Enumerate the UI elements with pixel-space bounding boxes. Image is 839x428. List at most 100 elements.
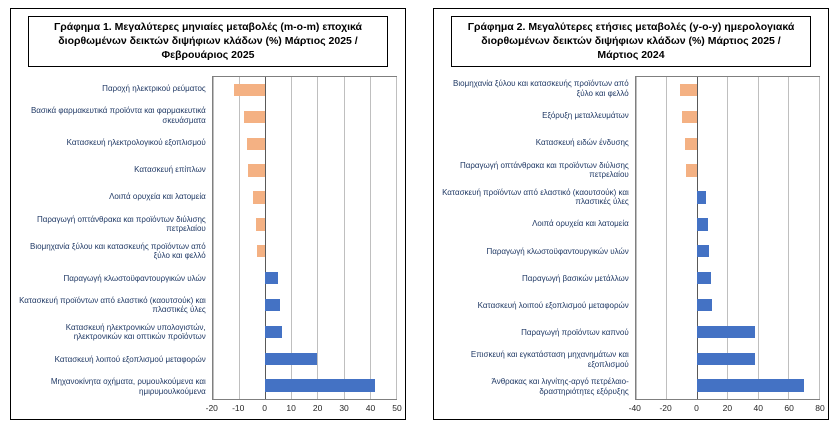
bar-row	[636, 157, 819, 184]
bar-row	[636, 372, 819, 399]
category-label: Κατασκευή λοιπού εξοπλισμού μεταφορών	[54, 354, 206, 364]
category-label: Λοιπά ορυχεία και λατομεία	[109, 192, 206, 202]
x-tick-label: -40	[628, 403, 641, 413]
gridline	[291, 76, 293, 399]
bar	[681, 110, 697, 123]
x-tick-label: 40	[753, 403, 763, 413]
chart-2-plot-column: -40 -20 0 20 40 60 80	[629, 75, 825, 415]
bar-row	[213, 372, 396, 399]
bar	[696, 271, 711, 285]
category-label: Επισκευή και εγκατάσταση μηχανημάτων και…	[470, 349, 629, 369]
category-label: Παραγωγή βασικών μετάλλων	[521, 273, 629, 283]
bar-row	[213, 211, 396, 238]
bar	[253, 191, 266, 204]
bar	[248, 164, 266, 177]
bar-row	[213, 292, 396, 319]
x-tick-label: -10	[232, 403, 245, 413]
bar-row	[213, 130, 396, 157]
chart-1-title: Γράφημα 1. Μεγαλύτερες μηνιαίες μεταβολέ…	[28, 16, 388, 67]
category-label: Κατασκευή επίπλων	[134, 165, 206, 175]
chart-2-title: Γράφημα 2. Μεγαλύτερες ετήσιες μεταβολές…	[451, 16, 811, 67]
category-label: Βιομηχανία ξύλου και κατασκευής προϊόντω…	[30, 241, 206, 261]
bar-row	[213, 157, 396, 184]
bar-row	[213, 318, 396, 345]
bar	[246, 137, 266, 150]
category-label: Κατασκευή ειδών ένδυσης	[535, 138, 629, 148]
bar-row	[636, 130, 819, 157]
gridline	[317, 76, 319, 399]
bar	[696, 191, 706, 204]
bar	[265, 379, 376, 392]
bar-row	[213, 265, 396, 292]
category-label: Βιομηχανία ξύλου και κατασκευής προϊόντω…	[453, 79, 629, 99]
gridline	[635, 76, 637, 399]
bar-row	[636, 77, 819, 104]
bar-row	[636, 103, 819, 130]
bar	[233, 83, 266, 97]
category-label: Παροχή ηλεκτρικού ρεύματος	[102, 84, 206, 94]
chart-1-plot-column: -20 -10 0 10 20 30 40 50	[206, 75, 402, 415]
bar-row	[213, 184, 396, 211]
bar-row	[636, 238, 819, 265]
x-tick-label: 80	[815, 403, 825, 413]
gridline	[788, 76, 790, 399]
x-tick-label: 10	[286, 403, 296, 413]
chart-2-body: Βιομηχανία ξύλου και κατασκευής προϊόντω…	[442, 75, 825, 415]
gridline	[395, 76, 397, 399]
category-label: Άνθρακας και λιγνίτης-αργό πετρέλαιο-δρα…	[491, 376, 629, 396]
x-tick-label: 20	[312, 403, 323, 413]
bar-row	[213, 77, 396, 104]
chart-1-x-axis: -20 -10 0 10 20 30 40 50	[206, 400, 402, 415]
gridline	[818, 76, 820, 399]
chart-2-category-labels: Βιομηχανία ξύλου και κατασκευής προϊόντω…	[442, 76, 635, 415]
category-label: Παραγωγή κλωστοϋφαντουργικών υλών	[63, 273, 206, 283]
chart-1-plot-area	[211, 75, 397, 400]
chart-2-plot-area	[634, 75, 820, 400]
category-label: Παραγωγή προϊόντων καπνού	[521, 327, 629, 337]
bar-row	[213, 238, 396, 265]
x-tick-label: 0	[262, 403, 268, 413]
gridline	[238, 76, 240, 399]
bar-row	[636, 318, 819, 345]
bar-row	[636, 265, 819, 292]
bar	[696, 379, 804, 392]
gridline	[212, 76, 214, 399]
bar-row	[636, 292, 819, 319]
bar-row	[636, 345, 819, 372]
x-tick-label: -20	[659, 403, 672, 413]
bar-row	[636, 184, 819, 211]
x-tick-label: 40	[365, 403, 376, 413]
gridline	[757, 76, 759, 399]
bar	[686, 164, 697, 177]
zero-axis-line	[265, 76, 267, 399]
bar	[696, 298, 713, 312]
category-label: Βασικά φαρμακευτικά προϊόντα και φαρμακε…	[30, 106, 206, 126]
bar	[255, 218, 266, 231]
bar	[696, 352, 755, 365]
x-tick-label: 20	[722, 403, 733, 413]
x-tick-label: 0	[694, 403, 699, 413]
chart-1-category-labels: Παροχή ηλεκτρικού ρεύματος Βασικά φαρμακε…	[19, 76, 212, 415]
x-tick-label: 30	[339, 403, 349, 413]
x-tick-label: -20	[205, 403, 218, 413]
category-label: Εξόρυξη μεταλλευμάτων	[542, 111, 629, 121]
x-tick-label: 60	[784, 403, 794, 413]
bar	[257, 245, 266, 258]
gridline	[666, 76, 668, 399]
category-label: Μηχανοκίνητα οχήματα, ρυμουλκούμενα και …	[50, 376, 206, 396]
bar	[696, 325, 755, 338]
category-label: Κατασκευή προϊόντων από ελαστικό (καουτσ…	[442, 187, 629, 207]
zero-axis-line	[696, 76, 698, 399]
category-label: Κατασκευή ηλεκτρολογικού εξοπλισμού	[66, 138, 206, 148]
bar	[696, 218, 708, 231]
category-label: Παραγωγή οπτάνθρακα και προϊόντων διύλισ…	[459, 160, 629, 180]
bar	[684, 137, 697, 150]
bar	[696, 245, 710, 258]
gridline	[369, 76, 371, 399]
category-label: Κατασκευή προϊόντων από ελαστικό (καουτσ…	[19, 295, 206, 315]
bar	[265, 298, 280, 312]
bar-row	[213, 345, 396, 372]
bar	[680, 83, 697, 97]
chart-1-body: Παροχή ηλεκτρικού ρεύματος Βασικά φαρμακε…	[19, 75, 402, 415]
bar-row	[636, 211, 819, 238]
